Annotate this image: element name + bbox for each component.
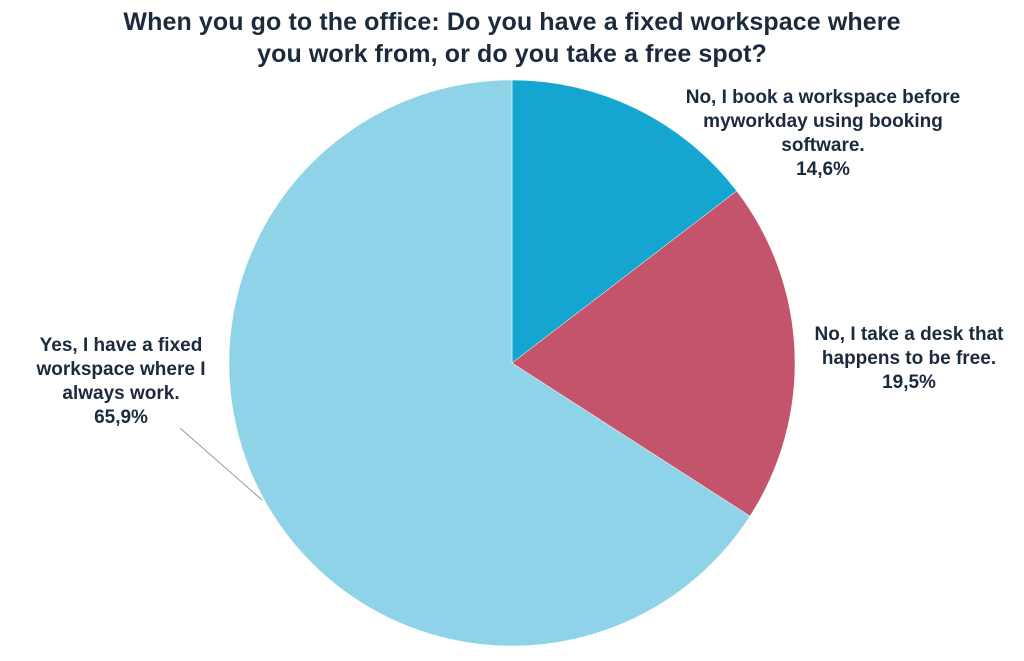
label-free-line2: happens to be free. [821, 348, 997, 369]
label-fixed-workspace: Yes, I have a fixed workspace where I al… [6, 334, 236, 430]
chart-title: When you go to the office: Do you have a… [0, 6, 1024, 70]
slice-book-workspace [511, 79, 738, 364]
label-book-line1: No, I book a workspace before [685, 87, 961, 108]
label-book-value: 14,6% [796, 159, 850, 180]
slice-free-desk [511, 190, 796, 517]
label-book-line2: myworkday using booking [703, 111, 943, 132]
leader-line-fixed [179, 427, 263, 501]
label-fixed-line1: Yes, I have a fixed [39, 335, 203, 356]
pie-slices [228, 79, 796, 647]
label-fixed-line3: always work. [62, 383, 180, 404]
chart-title-line1: When you go to the office: Do you have a… [123, 8, 901, 36]
label-fixed-value: 65,9% [94, 407, 148, 428]
label-free-value: 19,5% [882, 372, 936, 393]
chart-title-line2: you work from, or do you take a free spo… [257, 40, 767, 68]
slice-fixed-workspace [228, 79, 751, 647]
label-book-workspace: No, I book a workspace before myworkday … [640, 86, 1006, 182]
label-fixed-line2: workspace where I [36, 359, 206, 380]
label-book-line3: software. [781, 135, 865, 156]
label-free-desk: No, I take a desk that happens to be fre… [792, 323, 1024, 395]
label-free-line1: No, I take a desk that [814, 324, 1004, 345]
